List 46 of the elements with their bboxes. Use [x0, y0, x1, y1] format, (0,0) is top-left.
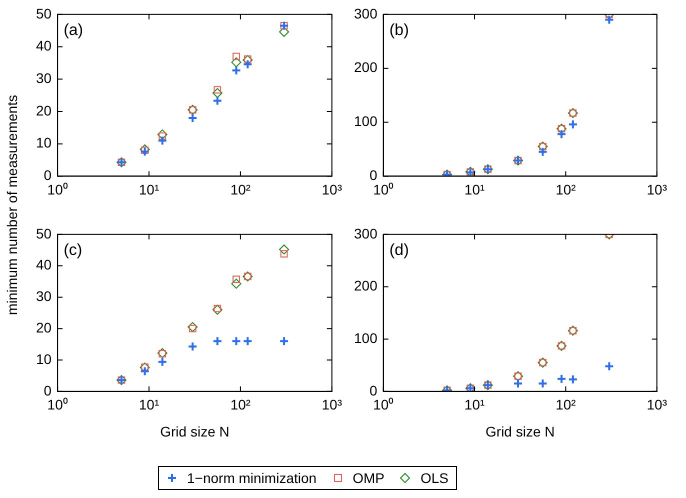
x-tick-label: 10³	[646, 181, 668, 198]
x-tick-label: 10³	[322, 396, 342, 413]
x-axis-title: Grid size N	[160, 423, 230, 440]
annotation: (d)	[389, 242, 409, 259]
annotation: (c)	[64, 242, 82, 259]
y-tick-label: 0	[44, 167, 52, 184]
y-tick-label: 0	[370, 167, 378, 184]
x-tick-label: 10²	[556, 396, 576, 413]
x-tick-label: 10³	[322, 181, 342, 198]
x-tick-label: 10⁰	[47, 181, 68, 198]
y-tick-label: 40	[36, 256, 52, 273]
y-tick-label: 10	[36, 350, 52, 367]
x-tick-label: 10⁰	[47, 396, 68, 413]
x-tick-label: 10³	[646, 396, 668, 413]
x-tick-label: 10¹	[464, 396, 485, 413]
x-tick-label: 10⁰	[373, 396, 394, 413]
x-tick-label: 10¹	[464, 181, 485, 198]
y-tick-label: 0	[370, 382, 378, 398]
y-tick-label: 300	[354, 5, 378, 22]
x-tick-label: 10²	[556, 181, 576, 198]
y-tick-label: 300	[354, 225, 378, 242]
y-tick-label: 40	[36, 38, 52, 54]
x-tick-label: 10¹	[138, 181, 160, 198]
annotation: (b)	[389, 22, 409, 39]
x-axis-title: Grid size N	[486, 423, 555, 440]
y-tick-label: 30	[36, 70, 52, 86]
y-tick-label: 100	[354, 113, 378, 130]
y-tick-label: 0	[44, 382, 52, 398]
y-tick-label: 50	[36, 225, 52, 242]
x-tick-label: 10¹	[138, 396, 160, 413]
y-tick-label: 30	[36, 288, 52, 304]
legend-label: OLS	[420, 470, 448, 486]
x-tick-label: 10²	[230, 181, 251, 198]
y-axis-title: minimum number of measurements	[4, 94, 21, 318]
y-tick-label: 20	[36, 319, 52, 336]
legend-label: OMP	[352, 470, 384, 486]
x-tick-label: 10²	[230, 396, 251, 413]
y-tick-label: 50	[36, 5, 52, 22]
y-tick-label: 10	[36, 134, 52, 151]
annotation: (a)	[64, 22, 84, 39]
legend-label: 1−norm minimization	[187, 470, 317, 486]
y-tick-label: 200	[354, 278, 378, 294]
x-tick-label: 10⁰	[373, 181, 394, 198]
y-tick-label: 200	[354, 59, 378, 76]
y-tick-label: 100	[354, 330, 378, 346]
y-tick-label: 20	[36, 102, 52, 118]
